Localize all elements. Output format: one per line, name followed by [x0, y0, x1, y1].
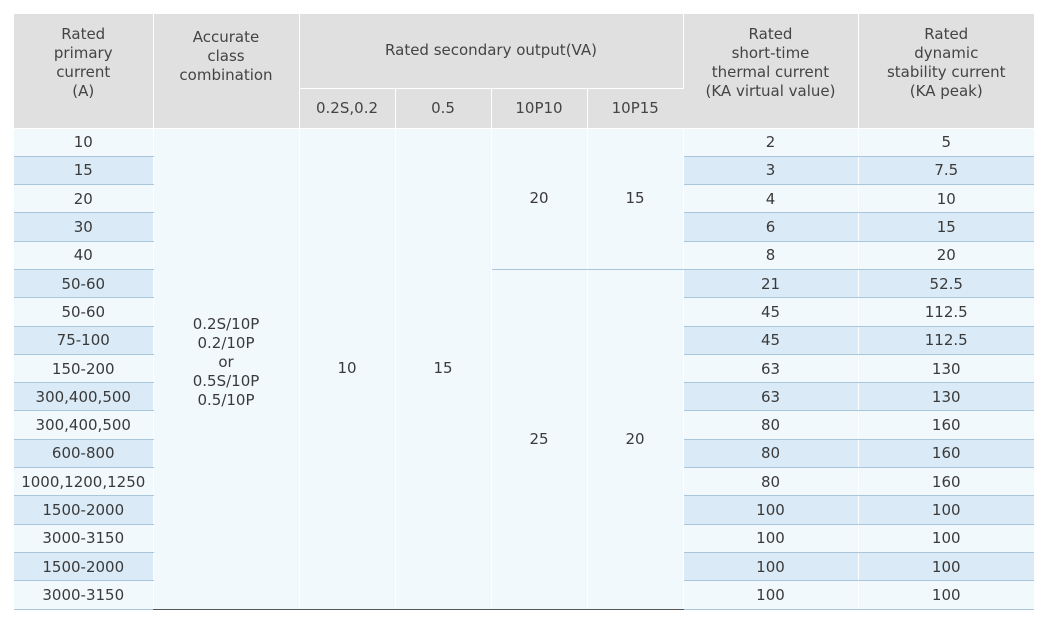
thermal-current-cell: 80 [683, 439, 859, 469]
output-02s-cell: 10 [299, 128, 396, 610]
dynamic-current-cell: 100 [858, 495, 1034, 525]
dynamic-current-cell: 100 [858, 580, 1034, 610]
header-sub-05: 0.5 [395, 88, 492, 129]
primary-current-cell: 15 [14, 156, 154, 186]
header-primary-current: Rated primary current (A) [14, 14, 154, 129]
primary-current-cell: 1000,1200,1250 [14, 467, 154, 497]
accurate-class-value: 0.2S/10P 0.2/10P or 0.5S/10P 0.5/10P [192, 315, 260, 410]
header-accurate-class: Accurate class combination [153, 14, 300, 129]
dynamic-current-cell: 5 [858, 128, 1034, 157]
header-sub-10p15: 10P15 [587, 88, 683, 129]
primary-current-cell: 30 [14, 212, 154, 242]
table-row: 3000-3150 100 100 [14, 580, 1034, 610]
thermal-current-cell: 4 [683, 184, 859, 214]
primary-current-cell: 50-60 [14, 269, 154, 299]
dynamic-current-cell: 130 [858, 354, 1034, 384]
thermal-current-cell: 100 [683, 552, 859, 582]
rating-table: Rated primary current (A) Accurate class… [14, 14, 1034, 610]
dynamic-current-cell: 160 [858, 410, 1034, 440]
header-sub-10p10: 10P10 [491, 88, 588, 129]
thermal-current-cell: 3 [683, 156, 859, 186]
table-row: 3000-3150 100 100 [14, 524, 1034, 553]
table-row: 30 6 15 [14, 212, 1034, 242]
table-row: 300,400,500 63 130 [14, 382, 1034, 412]
dynamic-current-cell: 20 [858, 241, 1034, 270]
thermal-current-cell: 100 [683, 580, 859, 610]
table-row: 600-800 80 160 [14, 439, 1034, 469]
table-row: 40 8 20 [14, 241, 1034, 270]
group1-10p10-cell: 20 [491, 128, 588, 270]
table-row: 20 4 10 [14, 184, 1034, 214]
header-thermal-current-label: Rated short-time thermal current (KA vir… [705, 24, 836, 100]
thermal-current-cell: 63 [683, 354, 859, 384]
primary-current-cell: 300,400,500 [14, 410, 154, 440]
thermal-current-cell: 6 [683, 212, 859, 242]
header-dynamic-current-label: Rated dynamic stability current (KA peak… [886, 24, 1006, 100]
output-05-cell: 15 [395, 128, 492, 610]
primary-current-cell: 40 [14, 241, 154, 270]
dynamic-current-cell: 100 [858, 552, 1034, 582]
table-row: 75-100 45 112.5 [14, 326, 1034, 355]
dynamic-current-cell: 112.5 [858, 297, 1034, 327]
header-secondary-output: Rated secondary output(VA) [299, 14, 684, 89]
header-dynamic-current: Rated dynamic stability current (KA peak… [858, 14, 1034, 129]
thermal-current-cell: 80 [683, 467, 859, 497]
table-row: 1500-2000 100 100 [14, 495, 1034, 525]
dynamic-current-cell: 160 [858, 467, 1034, 497]
primary-current-cell: 1500-2000 [14, 495, 154, 525]
header-sub-02s: 0.2S,0.2 [299, 88, 396, 129]
dynamic-current-cell: 15 [858, 212, 1034, 242]
thermal-current-cell: 63 [683, 382, 859, 412]
header-sub-10p10-label: 10P10 [515, 98, 563, 117]
group2-10p15-cell: 20 [587, 269, 684, 610]
primary-current-cell: 600-800 [14, 439, 154, 469]
dynamic-current-cell: 130 [858, 382, 1034, 412]
primary-current-cell: 10 [14, 128, 154, 157]
dynamic-current-cell: 7.5 [858, 156, 1034, 186]
thermal-current-cell: 80 [683, 410, 859, 440]
header-primary-current-label: Rated primary current (A) [53, 24, 113, 100]
table-row: 1500-2000 100 100 [14, 552, 1034, 582]
dynamic-current-cell: 160 [858, 439, 1034, 469]
header-thermal-current: Rated short-time thermal current (KA vir… [683, 14, 859, 129]
thermal-current-cell: 2 [683, 128, 859, 157]
header-sub-10p15-label: 10P15 [611, 98, 659, 117]
dynamic-current-cell: 100 [858, 524, 1034, 553]
table-row: 1000,1200,1250 80 160 [14, 467, 1034, 497]
primary-current-cell: 3000-3150 [14, 580, 154, 610]
table-row: 10 0.2S/10P 0.2/10P or 0.5S/10P 0.5/10P … [14, 128, 1034, 610]
header-sub-02s-label: 0.2S,0.2 [316, 98, 378, 117]
primary-current-cell: 75-100 [14, 326, 154, 355]
thermal-current-cell: 8 [683, 241, 859, 270]
thermal-current-cell: 21 [683, 269, 859, 299]
thermal-current-cell: 100 [683, 524, 859, 553]
table-row: 150-200 63 130 [14, 354, 1034, 384]
thermal-current-cell: 45 [683, 326, 859, 355]
dynamic-current-cell: 52.5 [858, 269, 1034, 299]
table-row: 50-60 45 112.5 [14, 297, 1034, 327]
primary-current-cell: 3000-3150 [14, 524, 154, 553]
primary-current-cell: 150-200 [14, 354, 154, 384]
table-body: 10 0.2S/10P 0.2/10P or 0.5S/10P 0.5/10P … [14, 128, 1034, 610]
primary-current-cell: 300,400,500 [14, 382, 154, 412]
thermal-current-cell: 45 [683, 297, 859, 327]
primary-current-cell: 20 [14, 184, 154, 214]
group2-10p10-cell: 25 [491, 269, 588, 610]
dynamic-current-cell: 112.5 [858, 326, 1034, 355]
table-row: 300,400,500 80 160 [14, 410, 1034, 440]
header-secondary-output-label: Rated secondary output(VA) [385, 41, 597, 60]
header-sub-05-label: 0.5 [431, 98, 455, 117]
dynamic-current-cell: 10 [858, 184, 1034, 214]
header-accurate-class-label: Accurate class combination [179, 28, 273, 85]
primary-current-cell: 50-60 [14, 297, 154, 327]
table-row: 50-60 25 20 21 52.5 [14, 269, 1034, 610]
primary-current-cell: 1500-2000 [14, 552, 154, 582]
table-header: Rated primary current (A) Accurate class… [14, 14, 1034, 129]
thermal-current-cell: 100 [683, 495, 859, 525]
table-row: 15 3 7.5 [14, 156, 1034, 186]
group1-10p15-cell: 15 [587, 128, 684, 270]
accurate-class-cell: 0.2S/10P 0.2/10P or 0.5S/10P 0.5/10P [153, 128, 300, 610]
